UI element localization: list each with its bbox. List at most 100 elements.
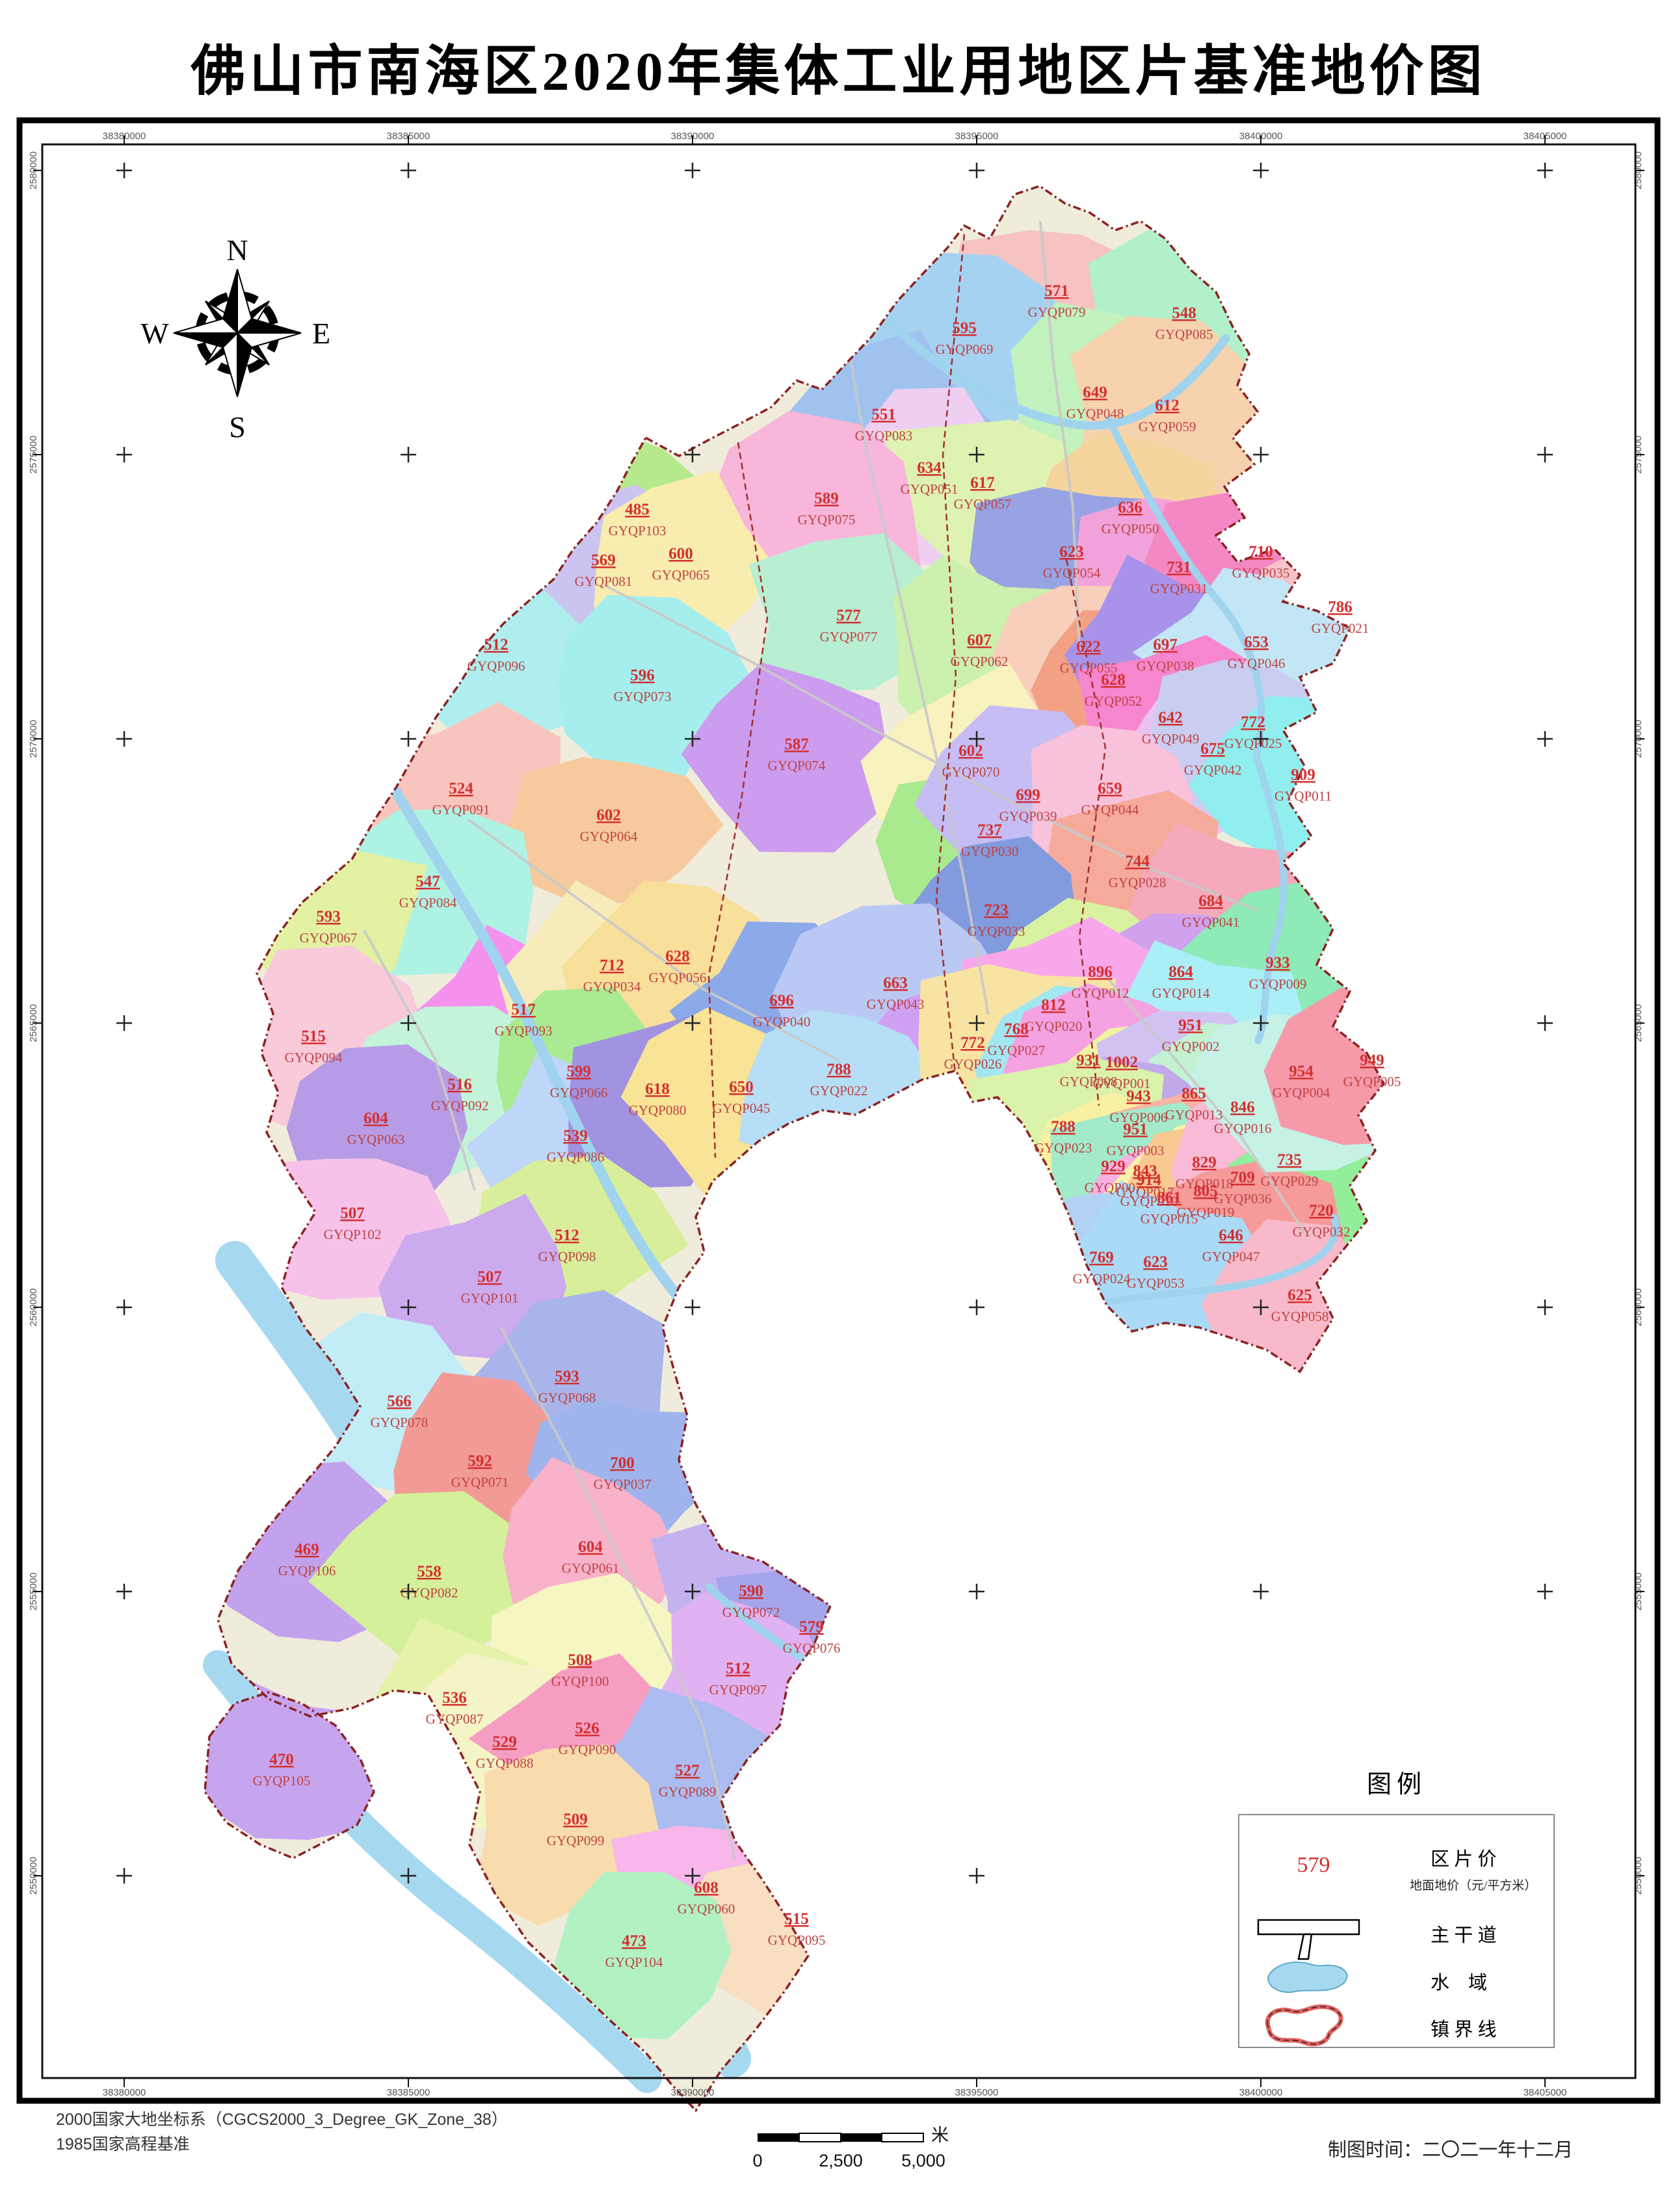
zone-label-GYQP004: 954 GYQP004 bbox=[1273, 1063, 1330, 1100]
zone-id: GYQP036 bbox=[1214, 1191, 1272, 1206]
zone-label-GYQP043: 663 GYQP043 bbox=[867, 974, 925, 1012]
legend-road-label: 主 干 道 bbox=[1431, 1925, 1497, 1946]
zone-id: GYQP012 bbox=[1072, 985, 1129, 1001]
zone-id: GYQP092 bbox=[431, 1098, 489, 1113]
zone-price: 577 bbox=[836, 607, 861, 624]
zone-label-GYQP045: 650 GYQP045 bbox=[713, 1078, 771, 1116]
zone-id: GYQP099 bbox=[547, 1833, 605, 1848]
zone-price: 653 bbox=[1244, 633, 1269, 651]
zone-label-GYQP049: 642 GYQP049 bbox=[1142, 709, 1200, 747]
zone-price: 949 bbox=[1360, 1052, 1384, 1069]
zone-price: 517 bbox=[511, 1001, 536, 1019]
zone-area-GYQP005 bbox=[1263, 988, 1384, 1145]
zone-label-GYQP026: 772 GYQP026 bbox=[944, 1034, 1002, 1072]
zone-price: 786 bbox=[1328, 598, 1353, 616]
grid-cross bbox=[401, 163, 416, 178]
zone-price: 623 bbox=[1143, 1253, 1168, 1271]
grid-cross bbox=[1253, 1584, 1269, 1599]
zone-price: 515 bbox=[301, 1028, 326, 1045]
grid-cross bbox=[401, 1015, 416, 1031]
zone-label-GYQP100: 508 GYQP100 bbox=[551, 1651, 609, 1689]
grid-cross bbox=[1537, 1015, 1553, 1031]
zone-id: GYQP097 bbox=[709, 1682, 767, 1698]
zone-price: 607 bbox=[967, 632, 992, 649]
zone-label-GYQP080: 618 GYQP080 bbox=[629, 1080, 687, 1118]
zone-id: GYQP037 bbox=[594, 1476, 652, 1492]
legend-title: 图例 bbox=[1367, 1771, 1427, 1798]
grid-cross bbox=[1253, 447, 1269, 462]
zone-label-GYQP104: 473 GYQP104 bbox=[605, 1932, 663, 1970]
zone-price: 469 bbox=[295, 1541, 319, 1558]
zone-price: 864 bbox=[1169, 963, 1193, 981]
zone-id: GYQP039 bbox=[999, 808, 1057, 824]
zone-area-GYQP064 bbox=[510, 757, 724, 905]
zone-price: 612 bbox=[1155, 397, 1180, 414]
zone-label-GYQP101: 507 GYQP101 bbox=[461, 1268, 519, 1306]
grid-cross bbox=[1537, 447, 1553, 462]
zone-label-GYQP032: 720 GYQP032 bbox=[1293, 1202, 1351, 1240]
scale-bar: 0 2,500 5,000 米 bbox=[752, 2125, 949, 2170]
zone-price: 625 bbox=[1287, 1286, 1312, 1304]
zone-id: GYQP106 bbox=[278, 1563, 336, 1579]
zone-id: GYQP059 bbox=[1139, 419, 1196, 434]
zone-id: GYQP043 bbox=[867, 996, 925, 1012]
zone-price: 772 bbox=[1241, 713, 1265, 731]
compass-n: N bbox=[226, 233, 248, 267]
scale-end: 5,000 bbox=[901, 2151, 945, 2170]
zone-price: 699 bbox=[1016, 786, 1040, 804]
zone-label-GYQP074: 587 GYQP074 bbox=[768, 736, 826, 773]
zone-id: GYQP003 bbox=[1107, 1143, 1165, 1158]
zone-id: GYQP075 bbox=[798, 512, 856, 527]
zone-id: GYQP080 bbox=[629, 1102, 687, 1118]
zone-label-GYQP054: 623 GYQP054 bbox=[1043, 543, 1101, 581]
grid-cross bbox=[685, 163, 700, 178]
zone-id: GYQP060 bbox=[678, 1901, 735, 1917]
zone-label-GYQP018: 829 GYQP018 bbox=[1176, 1154, 1234, 1192]
zone-id: GYQP031 bbox=[1150, 581, 1208, 596]
zone-price: 548 bbox=[1172, 304, 1196, 322]
zone-label-GYQP015: 861 GYQP015 bbox=[1141, 1189, 1198, 1227]
zone-label-GYQP098: 512 GYQP098 bbox=[538, 1227, 596, 1264]
zone-id: GYQP058 bbox=[1271, 1309, 1329, 1324]
zone-id: GYQP047 bbox=[1202, 1249, 1260, 1264]
zone-label-GYQP067: 593 GYQP067 bbox=[300, 908, 358, 946]
grid-cross bbox=[685, 1299, 700, 1315]
zone-price: 536 bbox=[442, 1689, 467, 1707]
zone-label-GYQP017: 843 GYQP017 bbox=[1116, 1162, 1174, 1200]
zone-label-GYQP037: 700 GYQP037 bbox=[594, 1454, 652, 1492]
zone-id: GYQP044 bbox=[1081, 802, 1139, 818]
zone-price: 524 bbox=[449, 780, 473, 797]
zone-price: 551 bbox=[871, 406, 896, 423]
zone-id: GYQP079 bbox=[1028, 304, 1086, 320]
zone-id: GYQP004 bbox=[1273, 1085, 1330, 1100]
zone-id: GYQP098 bbox=[538, 1249, 596, 1264]
zone-id: GYQP052 bbox=[1085, 693, 1142, 709]
zone-price: 539 bbox=[563, 1127, 588, 1145]
zone-price: 590 bbox=[739, 1582, 763, 1600]
grid-cross bbox=[401, 1868, 416, 1884]
zone-price: 589 bbox=[814, 490, 839, 507]
grid-cross bbox=[969, 163, 984, 178]
grid-cross bbox=[401, 1584, 416, 1599]
zone-id: GYQP033 bbox=[968, 924, 1025, 939]
zone-price: 636 bbox=[1118, 499, 1142, 516]
zone-label-GYQP053: 623 GYQP053 bbox=[1127, 1253, 1185, 1291]
zone-price: 604 bbox=[578, 1538, 603, 1556]
zone-id: GYQP046 bbox=[1228, 656, 1286, 671]
zone-id: GYQP011 bbox=[1274, 788, 1332, 804]
zone-label-GYQP001: 1002 GYQP001 bbox=[1093, 1054, 1151, 1091]
grid-cross bbox=[116, 447, 132, 462]
zone-price: 623 bbox=[1059, 543, 1084, 561]
zone-id: GYQP008 bbox=[1060, 1074, 1118, 1089]
zone-id: GYQP071 bbox=[451, 1474, 509, 1490]
zone-id: GYQP005 bbox=[1343, 1074, 1401, 1089]
compass-e: E bbox=[312, 317, 330, 350]
zone-label-GYQP046: 653 GYQP046 bbox=[1228, 633, 1286, 671]
zone-label-GYQP095: 515 GYQP095 bbox=[768, 1910, 826, 1948]
zone-price: 604 bbox=[363, 1110, 388, 1127]
zone-price: 569 bbox=[591, 552, 616, 569]
road-symbol bbox=[1257, 1919, 1360, 1960]
zone-id: GYQP081 bbox=[575, 574, 633, 589]
zone-price: 929 bbox=[1101, 1158, 1126, 1175]
zone-id: GYQP048 bbox=[1066, 406, 1124, 421]
